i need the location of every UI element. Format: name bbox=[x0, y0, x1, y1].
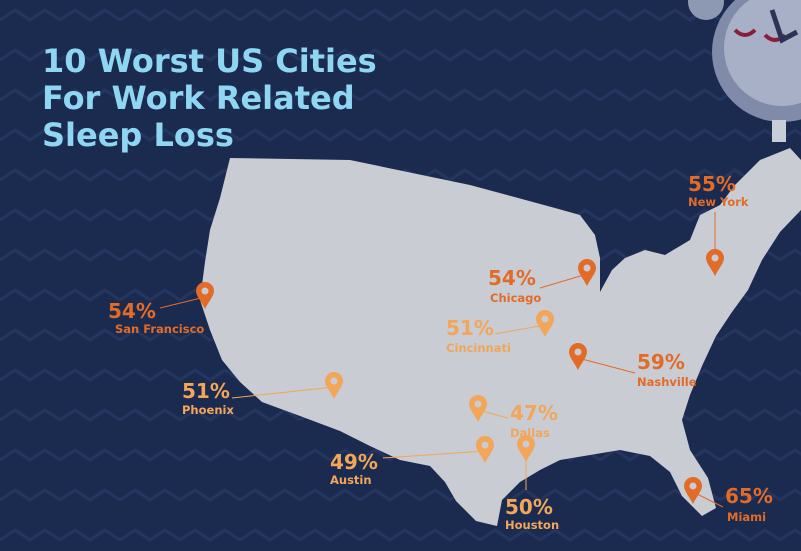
city-percent: 51% bbox=[182, 379, 230, 403]
city-percent: 50% bbox=[505, 495, 553, 519]
city-name: Houston bbox=[505, 518, 559, 532]
city-name: San Francisco bbox=[115, 322, 204, 336]
map-pin-hole bbox=[330, 377, 338, 385]
connector bbox=[231, 386, 335, 399]
map-pin bbox=[517, 435, 535, 462]
map-pin-hole bbox=[201, 287, 209, 295]
city-name: Nashville bbox=[637, 375, 697, 389]
map-pin bbox=[706, 249, 724, 276]
city-percent: 49% bbox=[330, 450, 378, 474]
connector bbox=[539, 273, 588, 289]
connector bbox=[577, 357, 636, 374]
connector bbox=[159, 296, 206, 309]
city-percent: 59% bbox=[637, 350, 685, 374]
city-name: Dallas bbox=[510, 426, 550, 440]
city-percent: 47% bbox=[510, 401, 558, 425]
connector bbox=[382, 450, 486, 459]
title-line: For Work Related bbox=[42, 79, 355, 117]
city-percent: 55% bbox=[688, 172, 736, 196]
title-line: Sleep Loss bbox=[42, 116, 234, 154]
map-pin bbox=[536, 310, 554, 337]
map-pin bbox=[684, 477, 702, 504]
map-pin-hole bbox=[474, 400, 482, 408]
map-pin-hole bbox=[481, 441, 489, 449]
map-pin-hole bbox=[574, 348, 582, 356]
title-line: 10 Worst US Cities bbox=[42, 42, 377, 80]
map-pin bbox=[578, 259, 596, 286]
city-name: Cincinnati bbox=[446, 341, 511, 355]
city-percent: 51% bbox=[446, 316, 494, 340]
connector bbox=[494, 324, 546, 335]
map-pin-hole bbox=[522, 440, 530, 448]
map-pin bbox=[196, 282, 214, 309]
city-percent: 65% bbox=[725, 484, 773, 508]
city-name: Phoenix bbox=[182, 403, 234, 417]
city-name: Miami bbox=[727, 510, 766, 524]
map-pin bbox=[469, 395, 487, 422]
map-pin-hole bbox=[711, 254, 719, 262]
us-map bbox=[200, 148, 801, 526]
city-percent: 54% bbox=[488, 266, 536, 290]
map-pin bbox=[569, 343, 587, 370]
city-name: Austin bbox=[330, 473, 372, 487]
city-name: Chicago bbox=[490, 291, 541, 305]
alarm-clock bbox=[688, 0, 801, 142]
map-pin-hole bbox=[689, 482, 697, 490]
city-percent: 54% bbox=[108, 299, 156, 323]
map-pin bbox=[476, 436, 494, 463]
city-name: New York bbox=[688, 195, 749, 209]
map-pin-hole bbox=[583, 264, 591, 272]
map-pin-hole bbox=[541, 315, 549, 323]
map-pin bbox=[325, 372, 343, 399]
